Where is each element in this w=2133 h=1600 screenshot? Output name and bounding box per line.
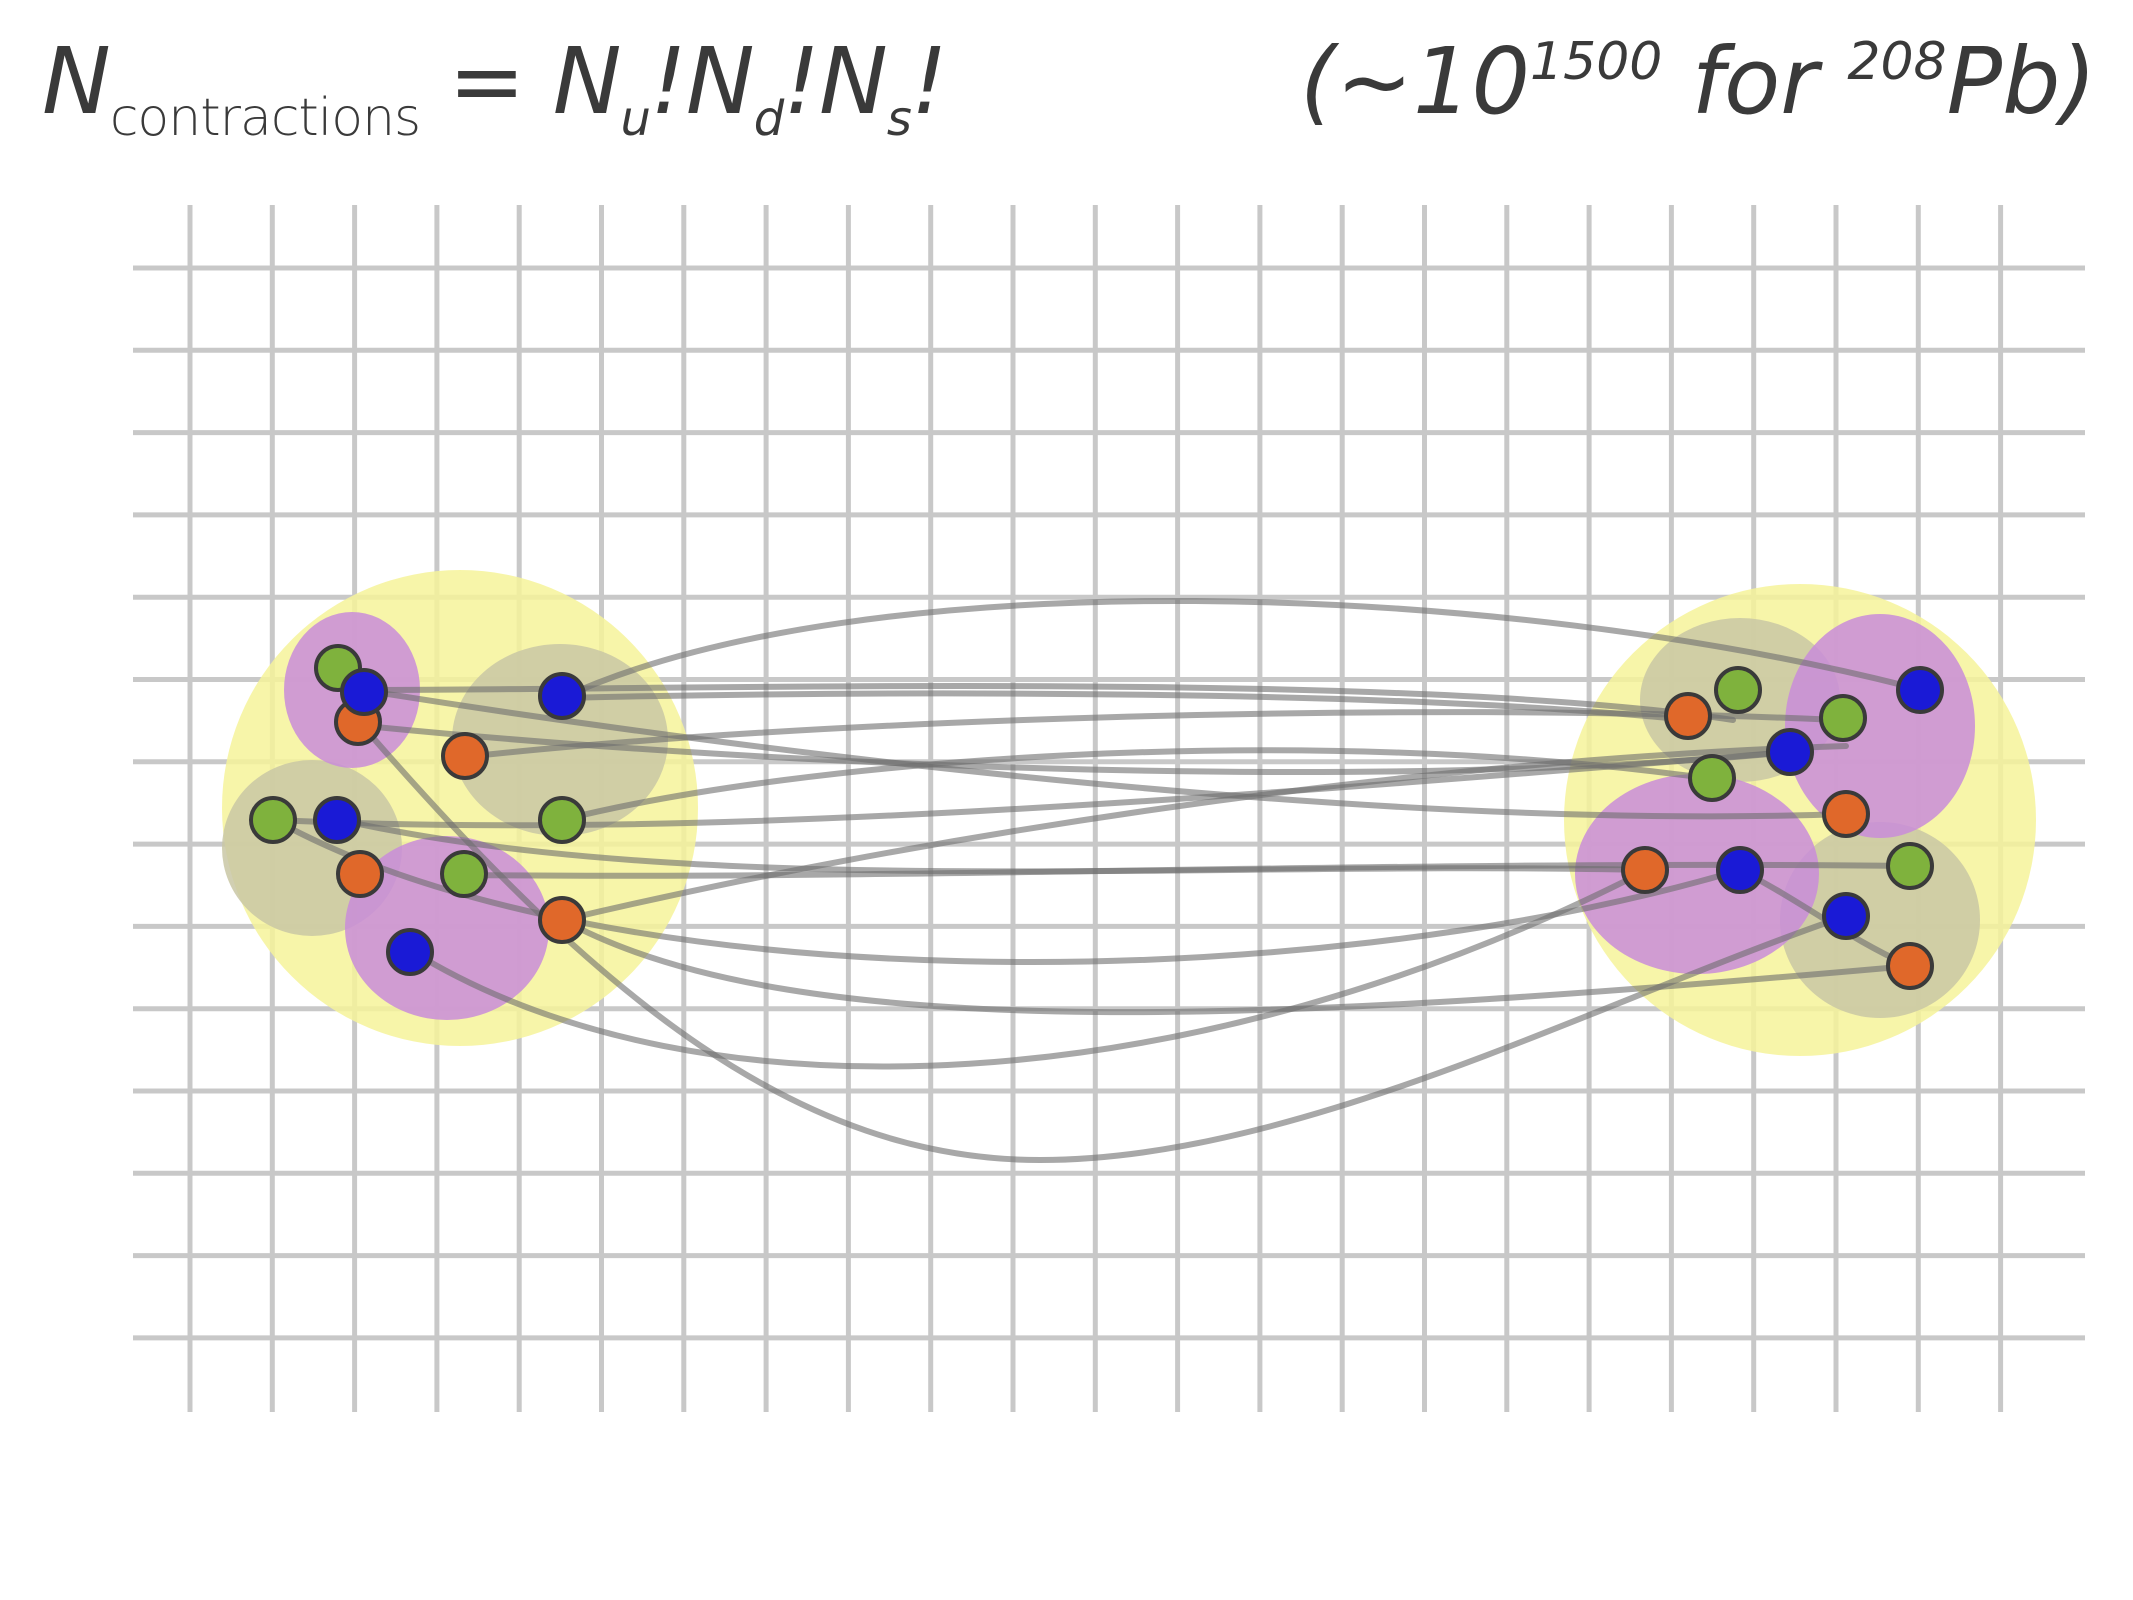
note-exponent: 1500 [1530,32,1663,92]
quark-blue [538,672,586,720]
right-baryon-purple-2 [1575,774,1819,974]
quark-orange [1822,790,1870,838]
formula-lhs-subscript: contractions [109,88,421,148]
formula-bang-s: ! [910,28,948,135]
contraction-line [359,683,1736,723]
note-element: Pb) [1946,28,2097,135]
quark-blue [386,928,434,976]
contraction-line [560,917,1913,1016]
right-baryon-purple-1 [1785,614,1975,838]
formula-term-s-sub: s [886,91,912,147]
formula-term-d: N [685,28,755,135]
contraction-line [559,598,1925,701]
quark-orange [336,850,384,898]
formula-term-d-sub: d [753,91,784,147]
contraction-line [559,747,1723,823]
contraction-line [337,817,1647,875]
note-open: (~10 [1300,28,1531,135]
note-middle: for [1662,28,1848,135]
formula-term-u-sub: u [620,91,651,147]
formula-bang-d: ! [783,28,820,135]
formula-term-s: N [819,28,888,135]
quark-green [1819,694,1867,742]
quark-blue [1716,846,1764,894]
note-mass-number: 208 [1847,32,1947,92]
formula-equals: = [448,28,525,135]
quark-orange [538,896,586,944]
quark-blue [1896,666,1944,714]
quark-orange [441,732,489,780]
contraction-lines [272,598,1925,1164]
quark-blue [1822,892,1870,940]
contraction-line [559,690,1691,723]
contraction-line [359,722,1849,1164]
quark-orange [1664,692,1712,740]
quark-green [440,850,488,898]
formula-bang-u: ! [649,28,687,135]
contraction-line [407,867,1650,1070]
quark-orange [1886,942,1934,990]
contractions-formula: Ncontractions = Nu!Nd!Ns! [42,28,948,148]
contraction-line [560,743,1849,923]
quarks [249,644,1944,990]
contraction-line [272,749,1793,829]
right-nucleus [1564,584,2036,1056]
quark-green [538,796,586,844]
contraction-line [272,817,1743,965]
quark-blue [340,668,388,716]
formula-term-u: N [552,28,622,135]
quark-blue [1766,728,1814,776]
formula-lhs: N [42,28,111,135]
lead-estimate-note: (~101500 for 208Pb) [1300,28,2096,135]
quark-green [1714,666,1762,714]
quark-green [1688,754,1736,802]
contraction-line [462,709,1841,760]
left-baryon-purple-2 [345,836,549,1020]
quark-green [249,796,297,844]
quark-green [1886,842,1934,890]
contraction-line [359,687,1849,820]
quark-blue [313,796,361,844]
quark-orange [1621,846,1669,894]
